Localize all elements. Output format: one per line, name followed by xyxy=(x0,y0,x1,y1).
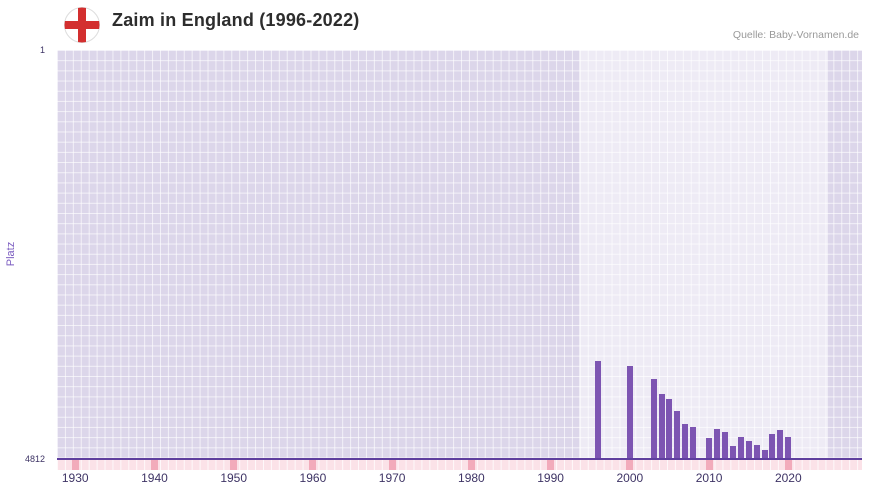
highlight-band xyxy=(579,50,828,458)
y-axis-label: Platz xyxy=(5,241,17,267)
x-axis-line xyxy=(57,458,862,460)
bar-2013 xyxy=(729,445,736,458)
y-axis-tick-top: 1 xyxy=(39,45,45,55)
bar-2011 xyxy=(714,428,720,458)
bar-2005 xyxy=(666,399,673,458)
x-tick-marker xyxy=(467,460,475,470)
x-tick-label-1970: 1970 xyxy=(378,471,406,485)
plot-area xyxy=(57,50,862,458)
bar-2012 xyxy=(721,431,728,458)
bar-2006 xyxy=(674,411,681,458)
x-tick-label-2020: 2020 xyxy=(774,471,802,485)
x-tick-marker xyxy=(388,460,396,470)
source-attribution: Quelle: Baby-Vornamen.de xyxy=(732,29,859,41)
bar-2018 xyxy=(769,434,776,458)
x-tick-label-2000: 2000 xyxy=(616,471,644,485)
x-tick-marker xyxy=(705,460,713,470)
bar-2007 xyxy=(682,423,689,458)
x-tick-marker xyxy=(309,460,317,470)
chart-title: Zaim in England (1996-2022) xyxy=(112,10,360,30)
y-axis-tick-bottom: 4812 xyxy=(24,454,45,464)
x-axis-strip xyxy=(57,460,862,470)
x-tick-marker xyxy=(71,460,79,470)
bar-2004 xyxy=(658,394,665,458)
x-tick-label-1940: 1940 xyxy=(141,471,168,485)
bar-2014 xyxy=(737,437,744,458)
bar-2015 xyxy=(745,440,752,458)
bar-2017 xyxy=(761,450,768,458)
x-tick-label-1980: 1980 xyxy=(458,471,485,485)
bar-2003 xyxy=(650,378,657,458)
x-tick-marker xyxy=(626,460,634,470)
x-tick-marker xyxy=(547,460,555,470)
x-tick-label-2010: 2010 xyxy=(695,471,723,485)
x-tick-marker xyxy=(784,460,792,470)
bar-2000 xyxy=(626,366,633,458)
bar-1996 xyxy=(595,361,602,458)
x-tick-marker xyxy=(150,460,158,470)
bar-2010 xyxy=(706,437,713,458)
x-tick-label-1960: 1960 xyxy=(299,471,327,485)
bar-2019 xyxy=(777,429,784,458)
bar-2016 xyxy=(753,445,760,458)
x-tick-label-1930: 1930 xyxy=(61,471,89,485)
x-tick-label-1950: 1950 xyxy=(220,471,248,485)
bar-2020 xyxy=(785,437,792,458)
x-axis-tick-markers xyxy=(57,460,862,470)
england-flag-icon xyxy=(63,6,101,44)
bar-2008 xyxy=(690,426,697,458)
bars-container xyxy=(57,50,862,458)
x-tick-label-1990: 1990 xyxy=(537,471,564,485)
x-tick-marker xyxy=(230,460,238,470)
